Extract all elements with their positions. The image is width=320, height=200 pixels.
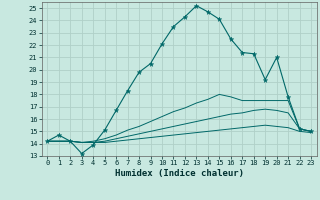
X-axis label: Humidex (Indice chaleur): Humidex (Indice chaleur) [115,169,244,178]
